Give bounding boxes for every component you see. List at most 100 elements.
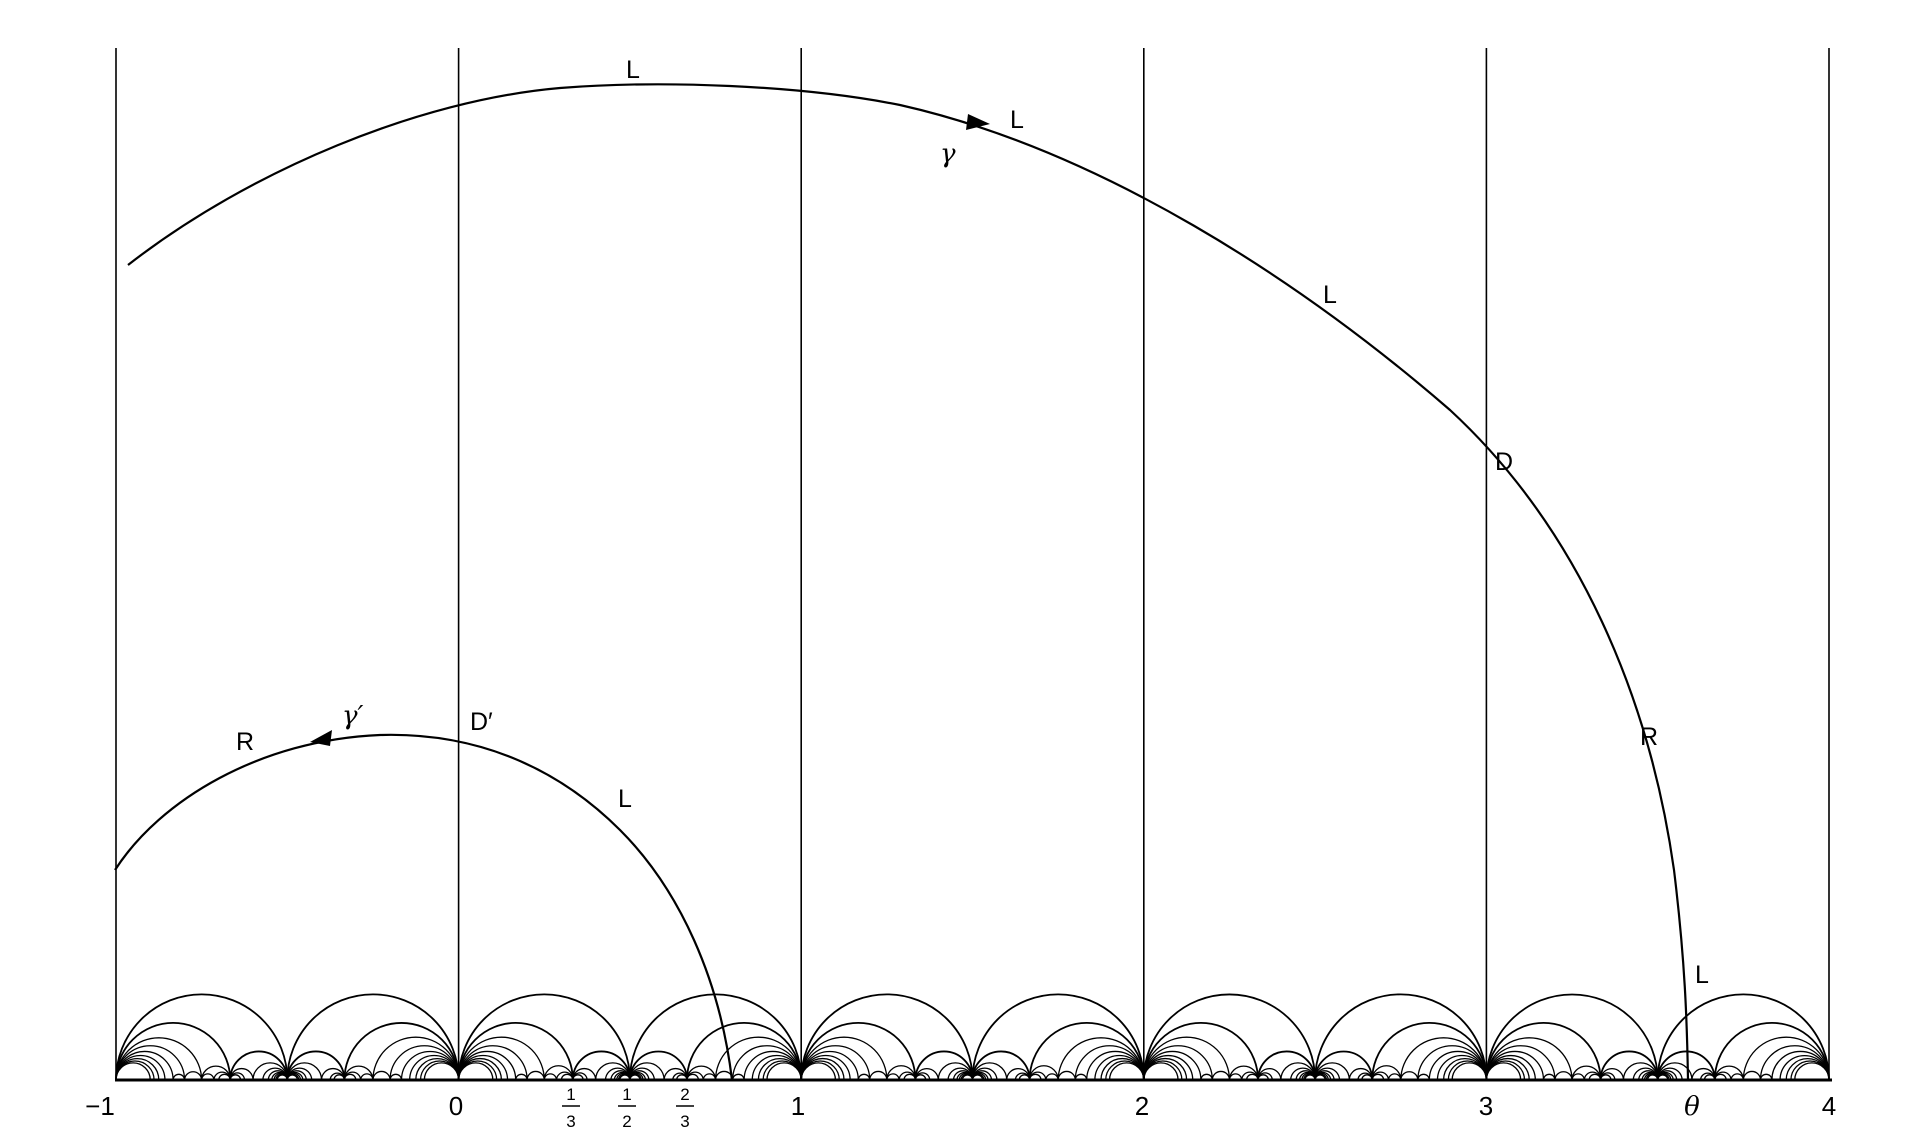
farey-semicircles bbox=[115, 993, 1830, 1081]
farey-arc bbox=[766, 1062, 802, 1081]
tick-label-0: 0 bbox=[449, 1091, 463, 1121]
farey-arc bbox=[800, 1062, 837, 1081]
farey-arc bbox=[800, 1022, 917, 1081]
farey-arc bbox=[343, 1065, 374, 1081]
farey-arc bbox=[343, 1022, 460, 1081]
fraction-one-third: 1 3 bbox=[562, 1085, 580, 1131]
farey-arc bbox=[1314, 1050, 1374, 1081]
farey-arc bbox=[971, 1050, 1031, 1081]
farey-arc bbox=[686, 1073, 700, 1081]
farey-arc bbox=[515, 1073, 528, 1081]
farey-arc bbox=[594, 1062, 631, 1081]
farey-arc bbox=[1108, 1062, 1145, 1081]
farey-arc bbox=[1143, 1062, 1179, 1081]
farey-arc bbox=[1371, 1065, 1402, 1081]
farey-arc bbox=[1314, 993, 1488, 1081]
gamma-prime-labels: R γ′ D′ L bbox=[236, 701, 632, 813]
farey-arc bbox=[1485, 1062, 1522, 1081]
farey-arc bbox=[800, 1036, 888, 1081]
tick-label-1: 1 bbox=[791, 1091, 805, 1121]
gamma-prime-direction-arrow bbox=[310, 730, 332, 746]
gamma-cut-label-R: R bbox=[1640, 723, 1658, 751]
tick-label-3: 3 bbox=[1479, 1091, 1493, 1121]
farey-arc bbox=[1599, 1050, 1659, 1081]
farey-arc bbox=[252, 1062, 288, 1081]
farey-arc bbox=[1142, 1022, 1259, 1081]
farey-arc bbox=[714, 1036, 802, 1081]
farey-arc bbox=[971, 1062, 1008, 1081]
farey-arc bbox=[1656, 1050, 1716, 1081]
farey-arc bbox=[457, 1036, 545, 1081]
farey-arc bbox=[457, 1062, 494, 1081]
tick-label-theta: θ bbox=[1684, 1092, 1700, 1122]
fraction-tick-labels: 1 3 1 2 2 3 bbox=[562, 1085, 694, 1131]
farey-arc bbox=[286, 1062, 323, 1081]
farey-arc bbox=[372, 1070, 391, 1081]
fraction-two-thirds-numerator: 2 bbox=[680, 1085, 689, 1104]
farey-arc bbox=[1571, 1065, 1602, 1081]
farey-arc bbox=[229, 1050, 289, 1081]
farey-arc bbox=[543, 1065, 574, 1081]
gamma-cut-label-D: D bbox=[1495, 448, 1513, 476]
farey-arc bbox=[857, 1073, 871, 1081]
farey-arc bbox=[1714, 1065, 1744, 1081]
gamma-prime-cut-label-D-prime: D′ bbox=[470, 708, 493, 736]
fraction-one-half-numerator: 1 bbox=[622, 1085, 631, 1104]
farey-arc bbox=[1280, 1062, 1316, 1081]
farey-arc bbox=[686, 1065, 717, 1081]
farey-arc bbox=[1371, 1022, 1488, 1081]
farey-arc bbox=[1485, 993, 1659, 1081]
farey-arc bbox=[457, 1022, 574, 1081]
farey-arc bbox=[971, 993, 1145, 1081]
farey-arc bbox=[1142, 993, 1316, 1081]
farey-arc bbox=[343, 1073, 357, 1081]
farey-arc bbox=[201, 1065, 231, 1081]
gamma-labels: L L γ L D R L bbox=[626, 56, 1709, 989]
farey-arc bbox=[629, 1050, 688, 1081]
farey-arc bbox=[1257, 1050, 1316, 1081]
farey-arc bbox=[1485, 1022, 1602, 1081]
farey-arc bbox=[914, 1050, 974, 1081]
farey-arc bbox=[1211, 1070, 1231, 1081]
fraction-one-half: 1 2 bbox=[618, 1085, 636, 1131]
farey-arc bbox=[1028, 1065, 1059, 1081]
farey-arc bbox=[115, 1022, 232, 1081]
farey-arc bbox=[1794, 1062, 1830, 1081]
farey-arc bbox=[526, 1070, 545, 1081]
farey-arc bbox=[1657, 1062, 1693, 1081]
farey-arc bbox=[1656, 993, 1830, 1081]
gamma-name-label: γ bbox=[940, 139, 956, 169]
farey-arc bbox=[629, 993, 803, 1081]
farey-arc bbox=[115, 993, 289, 1081]
gamma-cut-label-3: L bbox=[1323, 281, 1337, 309]
farey-arc bbox=[1057, 1070, 1076, 1081]
gamma-prime-name-label: γ′ bbox=[342, 701, 364, 731]
gamma-cut-label-6: L bbox=[1695, 961, 1709, 989]
farey-arc bbox=[286, 1050, 346, 1081]
farey-arc bbox=[1314, 1062, 1351, 1081]
gamma-prime-cut-label-L: L bbox=[618, 785, 632, 813]
farey-arc bbox=[869, 1070, 888, 1081]
geodesic-gamma-curve bbox=[127, 83, 1690, 1081]
farey-arc bbox=[457, 993, 631, 1081]
fraction-one-half-denominator: 2 bbox=[622, 1112, 631, 1131]
gamma-cut-label-1: L bbox=[626, 56, 640, 84]
farey-arc bbox=[937, 1062, 974, 1081]
fraction-one-third-numerator: 1 bbox=[566, 1085, 575, 1104]
farey-arc bbox=[1714, 1073, 1727, 1081]
farey-arc bbox=[1713, 1022, 1830, 1081]
tick-label-2: 2 bbox=[1135, 1091, 1149, 1121]
farey-arc bbox=[800, 993, 974, 1081]
farey-arc bbox=[183, 1071, 203, 1081]
farey-arc bbox=[1554, 1071, 1573, 1081]
farey-arc bbox=[571, 1050, 631, 1081]
farey-arc bbox=[1742, 1070, 1762, 1081]
farey-arc bbox=[1028, 1022, 1145, 1081]
gamma-direction-arrow bbox=[966, 114, 990, 130]
farey-arc bbox=[1028, 1073, 1042, 1081]
farey-arc bbox=[1200, 1073, 1213, 1081]
farey-arc bbox=[286, 993, 460, 1081]
farey-arc bbox=[1371, 1073, 1385, 1081]
axis-tick-labels: −1 0 1 2 3 θ 4 bbox=[85, 1091, 1836, 1122]
farey-arc bbox=[1542, 1073, 1556, 1081]
